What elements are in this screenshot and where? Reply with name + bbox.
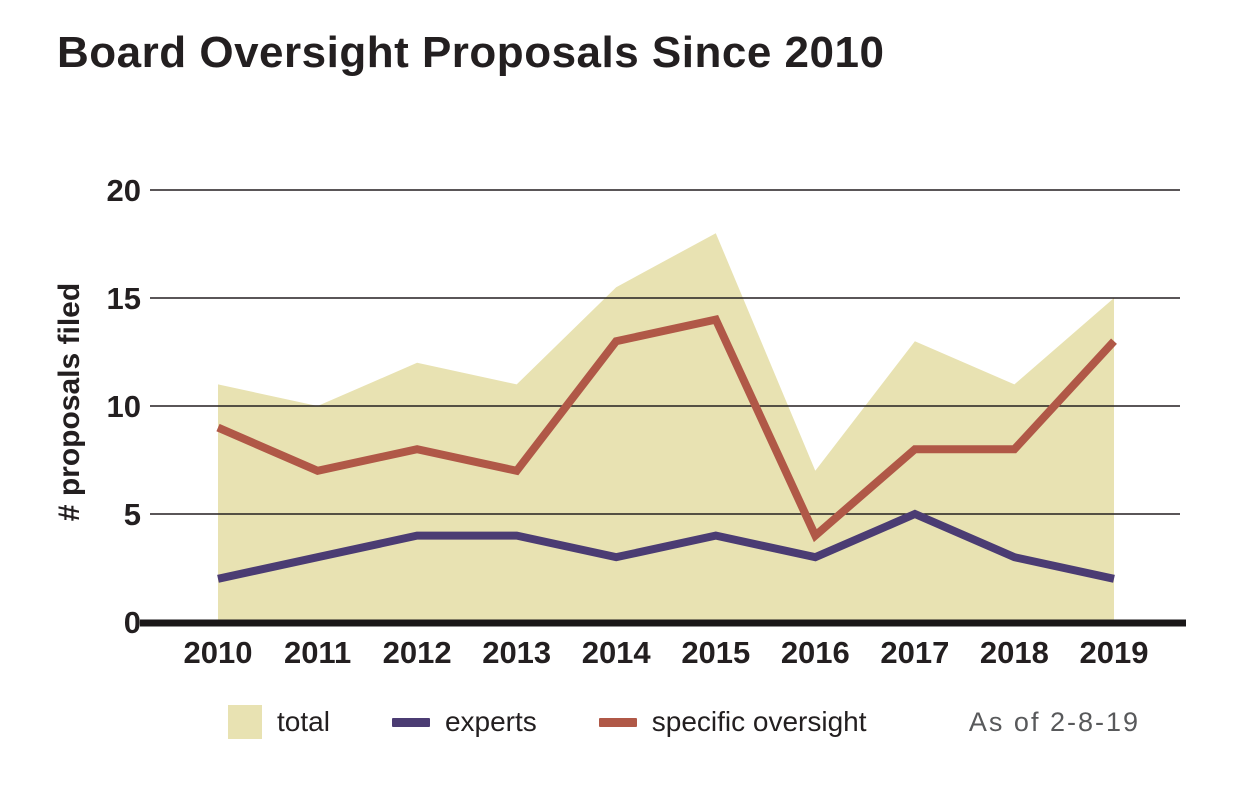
y-tick-label: 20 xyxy=(107,173,141,208)
x-tick-label: 2013 xyxy=(482,635,551,670)
x-tick-label: 2016 xyxy=(781,635,850,670)
series-line-specific-oversight xyxy=(216,315,1117,543)
experts-line-swatch xyxy=(391,717,430,727)
chart-title: Board Oversight Proposals Since 2010 xyxy=(57,28,885,77)
y-tick-label: 10 xyxy=(107,389,141,424)
legend-item-specific-oversight: specific oversight xyxy=(598,706,867,738)
legend-item-total: total xyxy=(228,705,330,739)
series-area-total xyxy=(218,233,1114,622)
series-line-experts xyxy=(217,509,1115,583)
y-tick-label: 15 xyxy=(107,281,141,316)
x-tick-label: 2017 xyxy=(880,635,949,670)
x-tick-label: 2014 xyxy=(582,635,652,670)
y-tick-label: 5 xyxy=(124,497,141,532)
legend-item-experts: experts xyxy=(391,706,537,738)
x-tick-label: 2010 xyxy=(184,635,253,670)
x-tick-label: 2012 xyxy=(383,635,452,670)
x-tick-label: 2011 xyxy=(284,635,351,670)
x-tick-label: 2015 xyxy=(681,635,750,670)
legend-label-experts: experts xyxy=(444,706,537,737)
x-tick-label: 2019 xyxy=(1080,635,1149,670)
legend-label-specific-oversight: specific oversight xyxy=(651,706,867,737)
x-tick-label: 2018 xyxy=(980,635,1049,670)
as-of-note: As of 2-8-19 xyxy=(968,706,1140,737)
total-area-swatch xyxy=(228,705,262,739)
y-tick-label: 0 xyxy=(124,605,141,640)
specific-oversight-line-swatch xyxy=(598,717,637,727)
legend-label-total: total xyxy=(277,706,330,737)
legend: total experts specific oversight As of 2… xyxy=(228,698,1140,746)
